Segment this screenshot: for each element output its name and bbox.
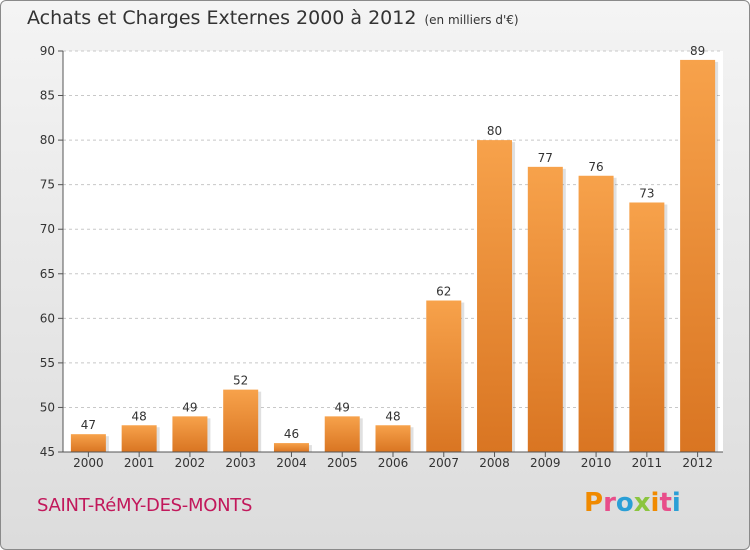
bar (223, 389, 259, 452)
logo-letter: i (671, 488, 681, 518)
y-tick-label: 65 (40, 267, 55, 281)
y-tick-label: 75 (40, 178, 55, 192)
x-tick-label: 2007 (428, 456, 459, 470)
data-label: 48 (385, 409, 400, 423)
chart-subtitle: (en milliers d'€) (424, 13, 519, 27)
axes: 45 50 55 60 65 70 75 80 85 90 2000 2001 2002 2003 2004… (40, 44, 723, 470)
bar (426, 300, 462, 452)
proxiti-logo: Proxiti (584, 488, 681, 518)
x-tick-label: 2012 (682, 456, 713, 470)
chart-title: Achats et Charges Externes 2000 à 2012 (e… (27, 7, 519, 29)
commune-name: SAINT-RéMY-DES-MONTS (37, 495, 253, 516)
data-label: 80 (487, 124, 502, 138)
logo-letter: x (633, 488, 651, 518)
data-label: 47 (81, 418, 96, 432)
x-tick-label: 2010 (581, 456, 612, 470)
data-label: 49 (335, 400, 350, 414)
x-tick-label: 2003 (225, 456, 256, 470)
data-label: 52 (233, 374, 248, 388)
y-tick-label: 85 (40, 89, 55, 103)
y-tick-label: 90 (40, 44, 55, 58)
y-tick-label: 70 (40, 222, 55, 236)
x-tick-label: 2002 (175, 456, 206, 470)
y-tick-label: 50 (40, 400, 55, 414)
data-label: 49 (182, 400, 197, 414)
y-tick-label: 60 (40, 311, 55, 325)
bar (578, 175, 614, 452)
grid-lines (63, 50, 723, 452)
bar (527, 166, 563, 452)
bar (172, 416, 208, 452)
logo-letter: P (584, 488, 604, 518)
bar (680, 59, 716, 453)
x-tick-label: 2000 (73, 456, 104, 470)
logo-letter: t (659, 488, 672, 518)
bar (477, 140, 513, 452)
data-label: 89 (690, 44, 705, 58)
y-tick-label: 55 (40, 356, 55, 370)
y-tick-label: 45 (40, 445, 55, 459)
bar (629, 202, 665, 452)
y-tick-label: 80 (40, 133, 55, 147)
chart-title-text: Achats et Charges Externes 2000 à 2012 (27, 7, 417, 29)
plot-area (63, 51, 723, 452)
x-tick-label: 2009 (530, 456, 561, 470)
data-label: 73 (639, 186, 654, 200)
x-tick-label: 2011 (632, 456, 663, 470)
data-label: 76 (588, 160, 603, 174)
bars: 47 48 49 52 46 49 48 62 80 77 76 73 89 (70, 44, 719, 453)
x-tick-label: 2004 (276, 456, 307, 470)
data-label: 62 (436, 285, 451, 299)
bar (121, 425, 157, 452)
bar (273, 443, 309, 452)
x-tick-label: 2005 (327, 456, 358, 470)
x-tick-label: 2006 (378, 456, 409, 470)
bar (375, 425, 411, 452)
logo-letter: o (615, 488, 634, 518)
logo-letter: r (603, 488, 616, 518)
x-tick-label: 2001 (124, 456, 155, 470)
data-label: 48 (132, 409, 147, 423)
data-label: 77 (538, 151, 553, 165)
bar (70, 434, 106, 452)
data-label: 46 (284, 427, 299, 441)
x-tick-label: 2008 (479, 456, 510, 470)
logo-letter: i (650, 488, 660, 518)
bar (324, 416, 360, 452)
